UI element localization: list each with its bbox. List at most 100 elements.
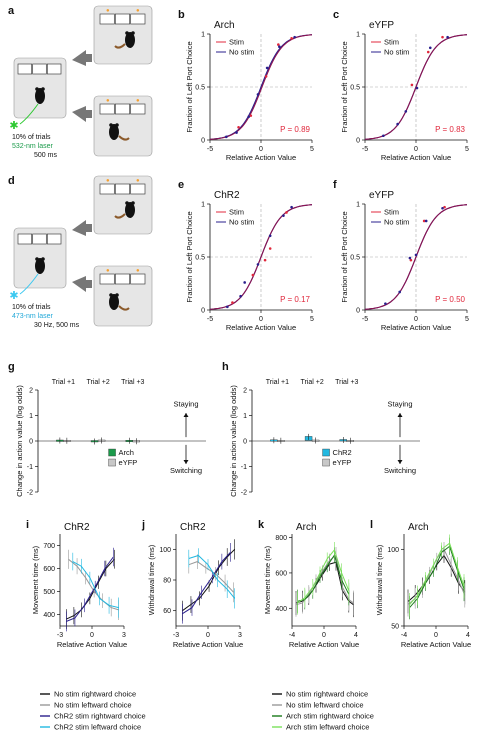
- series-line: [188, 561, 234, 593]
- p-value: P = 0.83: [435, 125, 465, 134]
- y-tick-label: 0: [356, 138, 360, 145]
- panel-letter: d: [8, 175, 15, 187]
- x-axis-label: Relative Action Value: [401, 640, 471, 649]
- stim-point: [285, 211, 288, 214]
- no-stim-point: [282, 214, 285, 217]
- x-tick-label: 0: [206, 632, 210, 639]
- y-tick-label: 0.5: [350, 85, 360, 92]
- x-tick-label: 4: [354, 632, 358, 639]
- mouse-body: [109, 294, 119, 310]
- legend-swatch: [322, 458, 330, 467]
- no-stim-point: [256, 263, 260, 266]
- reward-icon: ●: [106, 178, 110, 184]
- y-tick-label: 0: [29, 439, 33, 446]
- mouse-ear: [41, 87, 45, 91]
- legend-label: Stim: [384, 38, 399, 47]
- x-tick-label: 0: [414, 146, 418, 153]
- legend-label: No stim: [384, 48, 409, 57]
- laser-fiber: [19, 273, 39, 295]
- mouse-ear: [125, 31, 129, 35]
- panel-letter: g: [8, 361, 15, 373]
- stim-point: [251, 273, 255, 277]
- nose-port: [99, 103, 115, 115]
- left-choice-chamber: [93, 5, 153, 65]
- arrow-icon: [72, 106, 92, 122]
- panel-letter: a: [8, 5, 15, 17]
- x-tick-label: 3: [238, 632, 242, 639]
- x-tick-label: 0: [434, 632, 438, 639]
- y-tick-label: 100: [387, 547, 399, 554]
- mouse-ear: [41, 257, 45, 261]
- legend-label: No stim leftward choice: [54, 701, 132, 710]
- legend-label: Arch: [119, 448, 134, 457]
- category-label: Trial +3: [335, 379, 358, 386]
- y-axis-label: Fraction of Left Port Choice: [340, 211, 349, 302]
- y-tick-label: 2: [29, 388, 33, 395]
- stim-point: [422, 219, 426, 223]
- panel-letter: c: [333, 9, 339, 21]
- p-value: P = 0.50: [435, 295, 465, 304]
- y-tick-label: -1: [27, 464, 33, 471]
- stim-point: [410, 83, 414, 87]
- y-tick-label: 400: [43, 612, 55, 619]
- laser-icon: ✱: [9, 120, 18, 132]
- y-tick-label: 0.5: [350, 255, 360, 262]
- y-axis-label: Fraction of Left Port Choice: [185, 211, 194, 302]
- legend-label: No stim rightward choice: [54, 690, 136, 699]
- legend-swatch: [108, 448, 116, 457]
- nose-port: [17, 63, 33, 75]
- nose-port: [32, 233, 47, 245]
- y-tick-label: 400: [275, 606, 287, 613]
- y-tick-label: 1: [201, 202, 205, 209]
- stim-point: [290, 36, 293, 40]
- x-tick-label: 0: [322, 632, 326, 639]
- y-tick-label: 1: [356, 32, 360, 39]
- p-value: P = 0.17: [280, 295, 310, 304]
- panel-letter: b: [178, 9, 185, 21]
- x-tick-label: 5: [310, 316, 314, 323]
- x-tick-label: 5: [310, 146, 314, 153]
- panel-letter: h: [222, 361, 229, 373]
- reward-icon: ●: [106, 8, 110, 14]
- start-chamber: [13, 227, 67, 289]
- x-tick-label: 5: [465, 146, 469, 153]
- mouse-body: [125, 202, 135, 218]
- y-tick-label: 500: [43, 589, 55, 596]
- tail: [114, 213, 126, 219]
- annotation-switching: Switching: [170, 466, 202, 475]
- chart-title: ChR2: [214, 190, 240, 201]
- start-chamber: [13, 57, 67, 119]
- nose-port: [99, 13, 115, 25]
- nose-port: [46, 233, 62, 245]
- nose-port: [130, 103, 146, 115]
- y-tick-label: 600: [43, 566, 55, 573]
- stim-point: [277, 43, 280, 46]
- nose-port: [114, 273, 131, 285]
- legend-label: Stim: [229, 208, 244, 217]
- stim-point: [237, 125, 240, 129]
- mouse-ear: [35, 257, 39, 261]
- series-line: [409, 542, 465, 605]
- panel-letter: f: [333, 179, 337, 191]
- x-tick-label: -5: [207, 316, 213, 323]
- legend-label: No stim rightward choice: [286, 690, 368, 699]
- series-line: [297, 554, 350, 602]
- category-label: Trial +3: [121, 379, 144, 386]
- mouse-ear: [125, 201, 129, 205]
- x-axis-label: Relative Action Value: [226, 153, 296, 162]
- nose-port: [130, 183, 146, 195]
- no-stim-point: [235, 131, 238, 134]
- chart-title: Arch: [296, 522, 317, 533]
- left-choice-chamber: [93, 175, 153, 235]
- arrow-head: [183, 459, 189, 464]
- y-tick-label: 600: [275, 570, 287, 577]
- mouse-ear: [131, 31, 135, 35]
- reward-icon: ●: [136, 8, 140, 14]
- x-axis-label: Relative Action Value: [226, 323, 296, 332]
- no-stim-point: [428, 46, 432, 50]
- annotation-staying: Staying: [387, 400, 412, 409]
- panel-letter: i: [26, 519, 29, 531]
- legend-label: No stim: [384, 218, 409, 227]
- y-tick-label: 800: [275, 535, 287, 542]
- x-tick-label: -5: [207, 146, 213, 153]
